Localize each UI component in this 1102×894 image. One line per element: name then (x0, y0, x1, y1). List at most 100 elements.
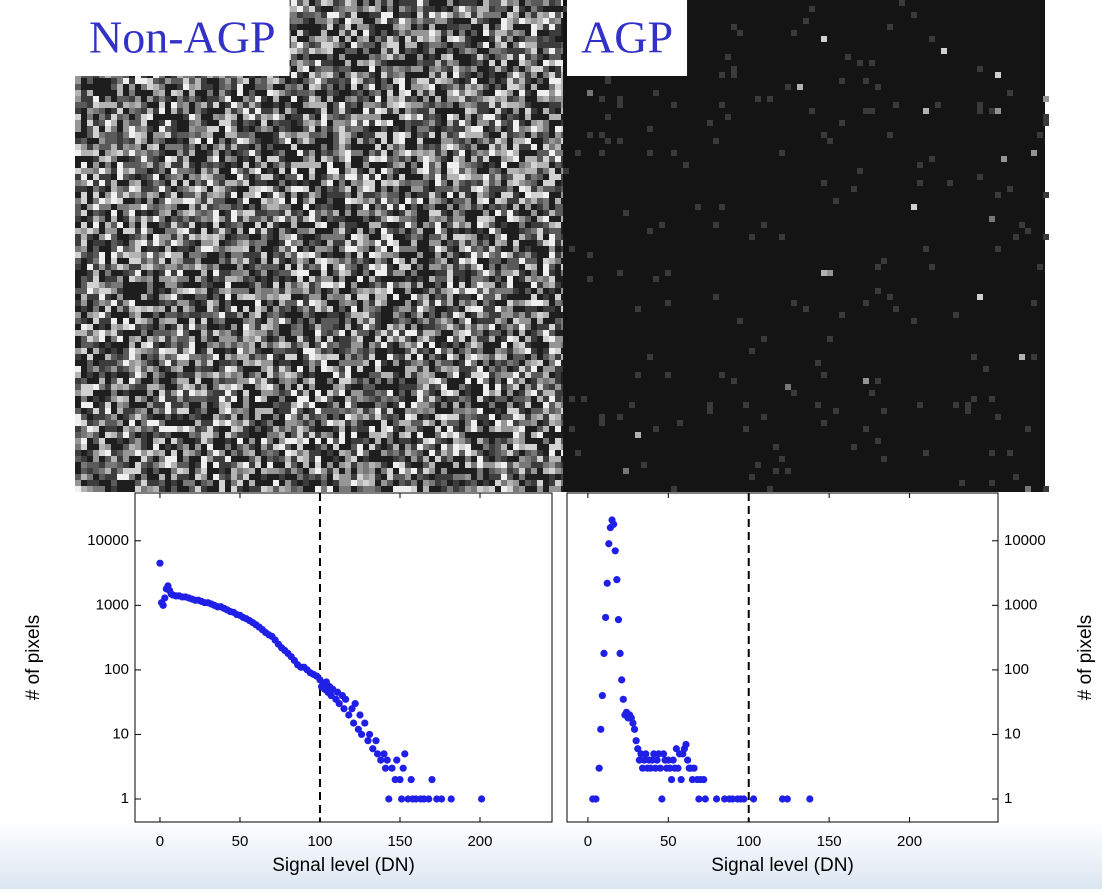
y-tick-label: 100 (1004, 661, 1029, 678)
point (383, 756, 391, 764)
x-tick-label: 100 (736, 833, 761, 850)
panel-label: Non-AGP (89, 12, 276, 63)
point (749, 795, 758, 803)
x-axis-label: Signal level (DN) (711, 855, 854, 876)
image-pixels (75, 0, 567, 492)
point (437, 795, 446, 803)
point (156, 559, 164, 567)
image-background (563, 0, 1045, 492)
point (658, 795, 666, 803)
y-tick-label: 10 (1004, 725, 1021, 742)
point (595, 764, 603, 772)
x-tick-label: 200 (897, 833, 922, 850)
point (335, 700, 343, 708)
point (393, 756, 401, 764)
point (377, 756, 385, 764)
point (672, 745, 680, 753)
point (632, 737, 640, 745)
x-tick-label: 50 (232, 833, 249, 850)
point (592, 795, 600, 803)
y-tick-label: 100 (104, 661, 129, 678)
background (0, 820, 1102, 889)
point (407, 775, 415, 784)
x-tick-label: 150 (387, 833, 412, 850)
point (159, 601, 167, 609)
point (399, 764, 407, 772)
point (667, 775, 676, 784)
point (365, 730, 374, 739)
point (614, 616, 623, 624)
point (700, 775, 708, 784)
image-pixels (75, 0, 567, 492)
point (674, 764, 682, 772)
x-tick-label: 0 (584, 833, 592, 850)
point (740, 795, 748, 803)
x-tick-label: 100 (307, 833, 332, 850)
plot: 0 50 100 150 200 1 10 100 1000 10000 Signal level … (566, 492, 1096, 876)
x-tick-label: 200 (467, 833, 492, 850)
point (428, 775, 436, 784)
point (369, 745, 377, 753)
point (385, 795, 393, 803)
y-tick-label: 10000 (87, 532, 129, 549)
point (401, 750, 409, 758)
plot-area (134, 492, 553, 823)
point (656, 764, 664, 772)
point (701, 795, 709, 803)
y-tick-label: 1000 (1004, 596, 1037, 613)
image-pixels (75, 0, 567, 492)
x-axis-label: Signal level (DN) (272, 855, 415, 876)
point (388, 764, 396, 772)
point (616, 649, 624, 658)
y-tick-label: 1000 (96, 596, 129, 613)
panel-label-box (75, 0, 290, 76)
y-axis-label: # of pixels (1075, 615, 1096, 701)
point (447, 795, 455, 803)
point (372, 737, 380, 745)
point (477, 795, 486, 803)
point (695, 795, 703, 803)
point (380, 750, 388, 758)
point (340, 705, 348, 713)
panel-label-box (567, 0, 688, 76)
point (598, 691, 606, 700)
x-tick-label: 0 (156, 833, 164, 850)
point (597, 725, 605, 733)
point (161, 594, 169, 602)
point (351, 700, 359, 708)
point (618, 676, 626, 684)
point (682, 740, 690, 749)
point (806, 795, 814, 803)
point (642, 750, 650, 758)
y-axis-label: # of pixels (23, 615, 44, 701)
images: Non-AGP AGP (75, 0, 1049, 492)
point (669, 756, 677, 764)
point (610, 520, 618, 528)
point (629, 719, 637, 727)
point (630, 725, 639, 733)
point (783, 795, 791, 803)
point (611, 547, 619, 555)
plot: 0 50 100 150 200 1 10 100 1000 10000 Signal level … (23, 492, 553, 876)
point (653, 756, 661, 764)
point (613, 576, 621, 584)
point (601, 613, 610, 622)
x-tick-label: 150 (817, 833, 842, 850)
point (341, 695, 350, 703)
plot-area (566, 492, 999, 823)
point (373, 750, 382, 758)
point (619, 695, 627, 703)
point (712, 795, 721, 803)
point (603, 579, 611, 587)
point (381, 764, 390, 772)
point (345, 711, 353, 719)
point (425, 795, 433, 803)
point (677, 775, 685, 784)
x-tick-label: 50 (660, 833, 677, 850)
point (397, 795, 406, 803)
point (684, 756, 692, 764)
image-pixels (75, 0, 567, 492)
point (361, 719, 369, 727)
